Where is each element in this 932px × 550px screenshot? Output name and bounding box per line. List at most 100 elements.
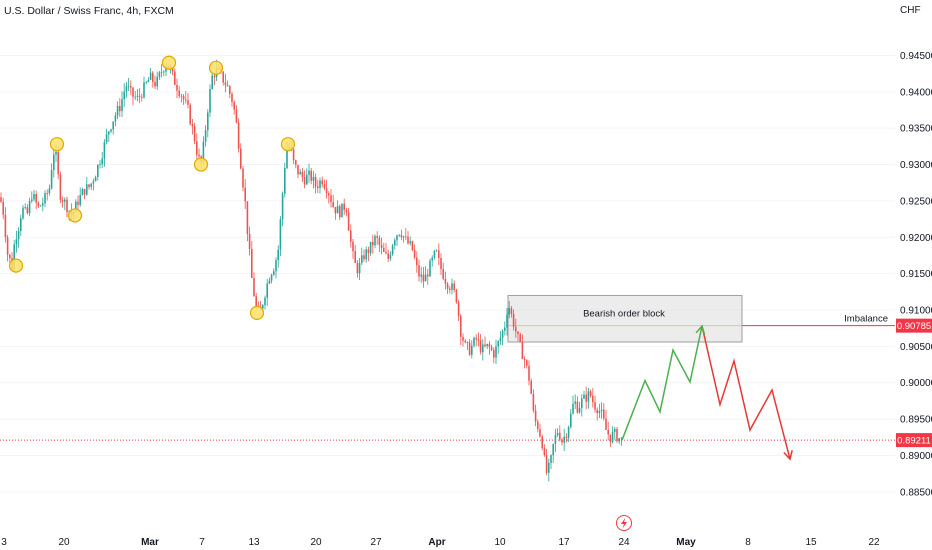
candle-body (248, 233, 251, 249)
time-axis[interactable]: 3 20 Mar 7 13 20 27 Apr 10 17 24 May 8 15 22 (1, 537, 880, 548)
candle-body (268, 280, 271, 284)
swing-point-marker[interactable] (193, 157, 209, 172)
candle-body (477, 339, 480, 341)
candle-body (59, 174, 62, 200)
candle-body (592, 395, 594, 403)
candle-body (90, 183, 92, 188)
candle-body (532, 393, 535, 411)
candle-body (427, 274, 429, 277)
candle-body (281, 193, 284, 220)
candle-body (578, 408, 581, 413)
candle-body (163, 71, 165, 73)
candle-body (341, 203, 343, 218)
candle-body (4, 214, 7, 238)
candle-body (26, 207, 29, 214)
candle-body (156, 76, 158, 87)
candle-body (600, 409, 603, 411)
candle-body (537, 421, 539, 430)
candle-body (528, 365, 530, 381)
projection-up-leg[interactable] (621, 325, 703, 441)
candle-body (116, 106, 119, 116)
candle-body (570, 413, 572, 428)
candle-body (479, 340, 482, 353)
candle-body (275, 260, 277, 272)
x-tick-label: May (676, 537, 696, 548)
candle-body (37, 202, 40, 206)
swing-point-marker[interactable] (67, 208, 83, 223)
candle-body (77, 201, 79, 205)
candle-body (398, 234, 400, 236)
candle-body (132, 87, 134, 97)
candle-body (510, 308, 513, 314)
candle-body (6, 237, 9, 255)
candle-body (242, 168, 244, 188)
candle-body (231, 93, 233, 103)
candle-body (389, 254, 392, 259)
candle-body (55, 151, 57, 155)
x-tick-label: 17 (558, 537, 570, 548)
swing-point-marker[interactable] (161, 55, 177, 70)
candle-body (435, 250, 438, 252)
candle-body (587, 391, 590, 402)
candle-body (57, 151, 59, 175)
candle-body (229, 86, 231, 94)
candle-body (88, 184, 90, 188)
x-tick-label: 7 (199, 537, 205, 548)
swing-point-marker[interactable] (249, 305, 265, 321)
candle-body (110, 129, 112, 132)
candle-body (372, 241, 374, 246)
candle-body (277, 249, 279, 261)
projection-down-leg[interactable] (701, 325, 791, 460)
candle-body (246, 201, 249, 234)
candle-body (589, 391, 592, 396)
candle-body (385, 251, 387, 254)
candle-body (204, 130, 207, 142)
candle-body (44, 193, 46, 204)
candle-body (561, 439, 563, 443)
bearish-order-block-label: Bearish order block (583, 308, 665, 319)
candles (0, 59, 623, 482)
candle-body (457, 302, 460, 316)
candle-body (508, 308, 510, 315)
candle-body (48, 188, 51, 194)
candle-body (130, 85, 132, 88)
candle-body (193, 126, 196, 142)
swing-point-marker[interactable] (8, 258, 24, 273)
candle-body (486, 343, 488, 347)
swing-point-marker[interactable] (208, 60, 224, 75)
price-label-text: 0.89211 (897, 436, 931, 447)
candle-body (534, 410, 537, 422)
candle-body (420, 274, 422, 277)
x-tick-label: 13 (248, 537, 260, 548)
candle-body (559, 432, 561, 440)
candle-body (198, 154, 200, 157)
x-tick-label: 3 (1, 537, 7, 548)
swing-point-marker[interactable] (280, 137, 296, 152)
candle-body (9, 254, 11, 259)
candle-body (471, 345, 473, 355)
candle-body (233, 102, 235, 110)
candle-body (446, 283, 449, 289)
candle-body (46, 193, 48, 194)
candle-body (585, 394, 587, 402)
candle-body (523, 358, 526, 361)
candle-body (391, 245, 394, 255)
lightning-icon[interactable] (616, 515, 632, 531)
candle-body (237, 122, 240, 149)
candle-body (616, 428, 618, 442)
symbol-title[interactable]: U.S. Dollar / Swiss Franc, 4h, FXCM (4, 5, 174, 17)
swing-point-marker[interactable] (49, 137, 65, 152)
candle-body (574, 401, 576, 404)
candle-body (114, 115, 117, 122)
candle-body (235, 109, 238, 123)
bearish-order-block-box[interactable] (507, 294, 743, 343)
candle-body (545, 455, 548, 473)
candle-body (539, 429, 541, 437)
candle-body (424, 274, 427, 282)
candle-body (317, 186, 319, 189)
